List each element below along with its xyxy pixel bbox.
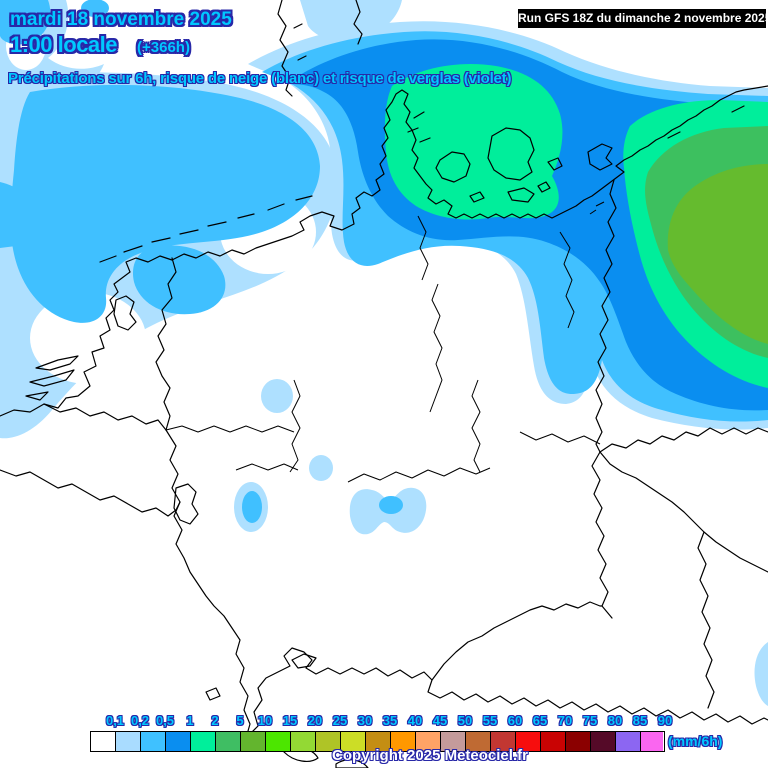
border-nl-de [155, 257, 177, 431]
legend-value: 0,5 [155, 713, 175, 728]
legend-swatch [116, 732, 141, 751]
legend-swatch [216, 732, 241, 751]
legend-bar [90, 731, 665, 752]
legend-value: 15 [282, 713, 298, 728]
border-de-pl [595, 179, 617, 453]
border-cz [599, 427, 768, 453]
legend-unit: (mm/6h) [668, 733, 723, 749]
legend-value: 35 [382, 713, 398, 728]
legend-swatch [541, 732, 566, 751]
legend-swatch [441, 732, 466, 751]
map-subtitle: Précipitations sur 6h, risque de neige (… [8, 70, 512, 87]
legend-swatch [516, 732, 541, 751]
legend-swatch [491, 732, 516, 751]
legend-swatch [241, 732, 266, 751]
legend-value: 80 [607, 713, 623, 728]
legend-value: 75 [582, 713, 598, 728]
legend-value: 85 [632, 713, 648, 728]
border-de-fr [165, 429, 251, 739]
legend-value: 5 [236, 713, 244, 728]
legend-value: 25 [332, 713, 348, 728]
legend-value: 65 [532, 713, 548, 728]
legend-swatch [391, 732, 416, 751]
legend-swatch [616, 732, 641, 751]
legend-swatch [266, 732, 291, 751]
legend-swatch [566, 732, 591, 751]
legend-value: 60 [507, 713, 523, 728]
legend-value: 50 [457, 713, 473, 728]
legend-swatch [591, 732, 616, 751]
legend-swatch [641, 732, 663, 751]
forecast-offset: (+366h) [137, 39, 190, 56]
islands-path [99, 195, 313, 263]
legend-swatch [141, 732, 166, 751]
legend-swatch [191, 732, 216, 751]
legend-swatch [291, 732, 316, 751]
copyright: Copyright 2025 Meteociel.fr [332, 747, 528, 764]
legend-value: 70 [557, 713, 573, 728]
legend-swatch [316, 732, 341, 751]
state-borders [165, 201, 605, 483]
legend-value: 1 [186, 713, 194, 728]
legend-value: 0,1 [105, 713, 125, 728]
date-line: mardi 18 novembre 2025 [10, 9, 232, 30]
legend-value: 30 [357, 713, 373, 728]
run-info-box: Run GFS 18Z du dimanche 2 novembre 2025 [518, 9, 768, 28]
precip-layer-grass [667, 164, 768, 344]
legend-value: 10 [257, 713, 273, 728]
legend-value: 0,2 [130, 713, 150, 728]
border-alps [245, 647, 768, 739]
legend-value: 90 [657, 713, 673, 728]
legend-swatch [91, 732, 116, 751]
legend-swatch [166, 732, 191, 751]
header: mardi 18 novembre 2025 1:00 locale (+366h… [10, 8, 232, 61]
legend-value: 20 [307, 713, 323, 728]
legend: 0,1 0,2 0,5 1 2 5 10 15 20 25 30 35 40 45 50 55 60 65 70 75… [90, 713, 672, 752]
border-be [43, 403, 167, 431]
legend-swatch [416, 732, 441, 751]
legend-swatch [366, 732, 391, 751]
time-line: 1:00 locale (+366h) [10, 32, 232, 61]
legend-value: 45 [432, 713, 448, 728]
coastline-path [0, 85, 768, 417]
local-time: 1:00 locale [10, 32, 118, 57]
legend-value: 2 [211, 713, 219, 728]
legend-swatch [466, 732, 491, 751]
legend-labels: 0,1 0,2 0,5 1 2 5 10 15 20 25 30 35 40 45 50 55 60 65 70 75… [90, 713, 672, 729]
legend-value: 55 [482, 713, 498, 728]
legend-value: 40 [407, 713, 423, 728]
legend-swatch [341, 732, 366, 751]
